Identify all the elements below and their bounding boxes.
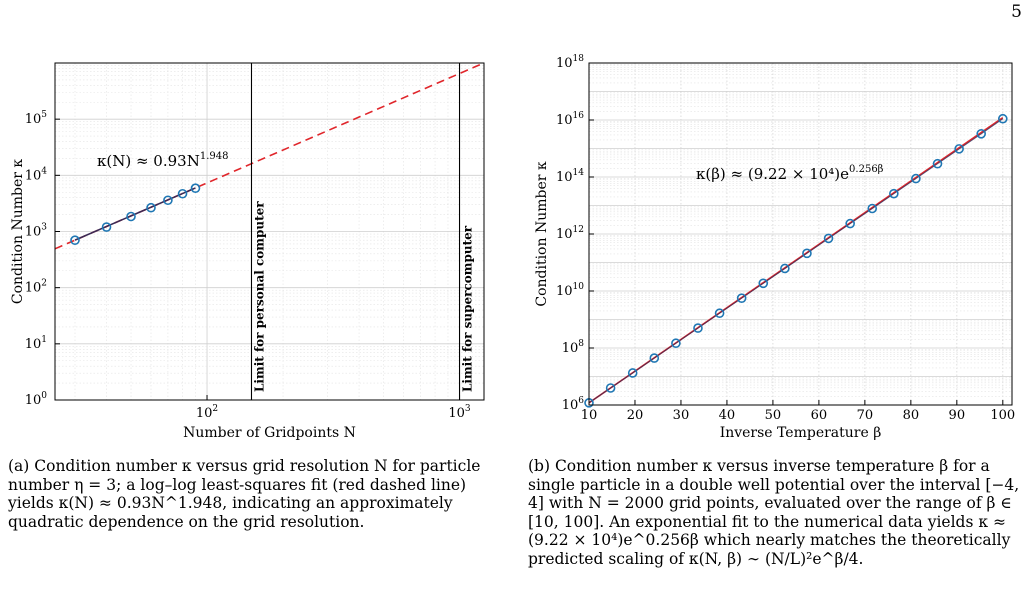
limit-label: Limit for personal computer [252,201,266,392]
data-point [758,278,769,289]
x-tick-label: 90 [949,408,966,423]
data-point [671,338,681,349]
y-tick-label: 105 [25,110,48,127]
data-point [627,368,638,378]
x-axis-label: Number of Gridpoints N [183,425,356,441]
x-tick-label: 80 [903,408,920,423]
y-axis-label: Condition Number κ [10,159,26,305]
limit-label: Limit for supercomputer [461,225,475,392]
x-tick-label: 70 [857,408,874,423]
figure-b-caption: (b) Condition number κ versus inverse te… [528,457,1020,568]
x-tick-label: 20 [627,408,644,423]
y-tick-label: 1018 [556,54,584,71]
data-point [780,263,790,274]
x-tick-label: 10 [581,408,598,423]
fit-annotation-b: κ(β) ≈ (9.22 × 10⁴)e0.256β [696,164,884,183]
y-tick-label: 108 [562,339,585,356]
data-point [998,113,1008,124]
data-point [889,188,899,199]
data-point [101,222,112,232]
data-point [146,202,156,213]
y-tick-label: 100 [25,391,48,408]
data-point [845,218,855,229]
x-tick-label: 60 [811,408,828,423]
x-tick-label: 100 [990,408,1015,423]
data-point [649,353,660,363]
data-point [823,233,834,244]
data-point [736,293,747,303]
x-tick-label: 103 [448,404,471,421]
y-tick-label: 104 [25,166,48,183]
data-point [70,235,80,246]
fit-annotation-a: κ(N) ≈ 0.93N1.948 [97,151,228,170]
y-tick-label: 1010 [556,282,584,299]
data-point [976,128,986,139]
x-tick-label: 50 [765,408,782,423]
figure-a-chart: Limit for personal computer Limit for sup… [10,62,485,441]
data-point [867,203,878,214]
data-point [177,188,188,199]
y-axis-label: Condition Number κ [534,161,550,307]
data-point [190,183,201,194]
y-tick-label: 103 [25,223,48,240]
data-point [932,158,943,169]
y-tick-label: 1016 [556,111,584,128]
data-point [802,248,812,259]
y-tick-label: 106 [562,396,585,413]
y-tick-label: 101 [25,335,47,352]
data-point [605,383,616,393]
x-tick-label: 102 [196,404,218,421]
data-point [126,211,136,222]
y-tick-label: 1012 [556,225,584,242]
data-point [714,308,725,319]
y-tick-label: 102 [25,279,47,296]
data-point [693,323,703,333]
data-line-a [74,187,196,241]
data-point [163,195,173,206]
data-point [954,144,964,154]
data-point [911,173,921,184]
figure-a-caption: (a) Condition number κ versus grid resol… [8,457,481,531]
page-number: 5 [1011,2,1022,22]
y-tick-label: 1014 [556,168,584,185]
x-tick-label: 40 [719,408,736,423]
x-axis-label: Inverse Temperature β [720,425,882,441]
x-tick-label: 30 [673,408,690,423]
